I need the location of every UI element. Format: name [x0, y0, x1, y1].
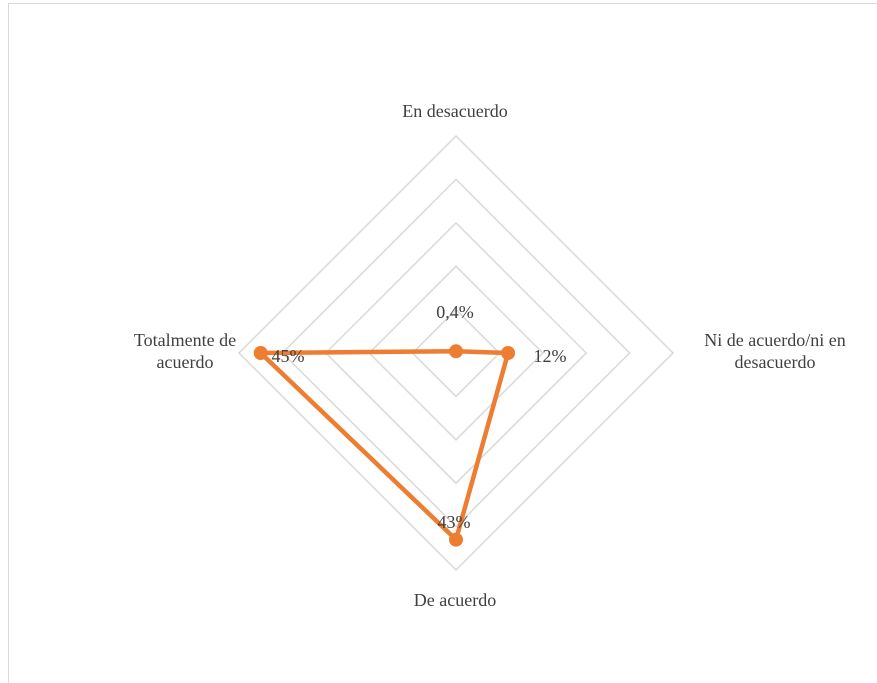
series-group: [253, 344, 516, 547]
data-point-4: [253, 346, 268, 360]
data-point-3: [449, 532, 463, 547]
data-label-totalmente-de-acuerdo: 45%: [271, 346, 305, 366]
radar-grid: [237, 134, 675, 572]
grid-ring-2: [368, 265, 544, 441]
grid-ring-4: [281, 178, 631, 528]
data-point-1: [449, 344, 463, 359]
data-point-2: [501, 346, 516, 360]
data-label-de-acuerdo: 43%: [437, 512, 471, 532]
grid-ring-5: [237, 134, 675, 572]
chart-area: [8, 3, 877, 683]
grid-ring-1: [411, 308, 501, 398]
data-label-ni-de-acuerdo: 12%: [533, 346, 567, 366]
data-label-en-desacuerdo: 0,4%: [436, 302, 474, 322]
grid-ring-3: [324, 221, 588, 485]
axis-label-ni-de-acuerdo: Ni de acuerdo/ni en desacuerdo: [704, 330, 846, 372]
axis-label-en-desacuerdo: En desacuerdo: [402, 101, 508, 121]
axis-label-totalmente-de-acuerdo: Totalmente de acuerdo: [133, 330, 237, 372]
axis-label-de-acuerdo: De acuerdo: [413, 590, 497, 610]
